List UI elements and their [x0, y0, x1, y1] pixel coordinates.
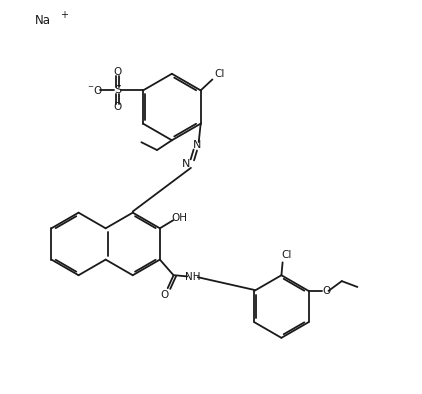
- Text: S: S: [114, 85, 121, 95]
- Text: O: O: [322, 286, 330, 296]
- Text: N: N: [192, 140, 201, 150]
- Text: +: +: [60, 10, 68, 20]
- Text: N: N: [182, 159, 190, 169]
- Text: O: O: [161, 290, 169, 300]
- Text: O: O: [114, 67, 122, 76]
- Text: Na: Na: [35, 15, 51, 28]
- Text: Cl: Cl: [281, 249, 292, 260]
- Text: Cl: Cl: [214, 69, 225, 78]
- Text: $^{-}$O: $^{-}$O: [87, 84, 103, 97]
- Text: NH: NH: [185, 272, 201, 282]
- Text: OH: OH: [172, 213, 188, 223]
- Text: O: O: [114, 102, 122, 112]
